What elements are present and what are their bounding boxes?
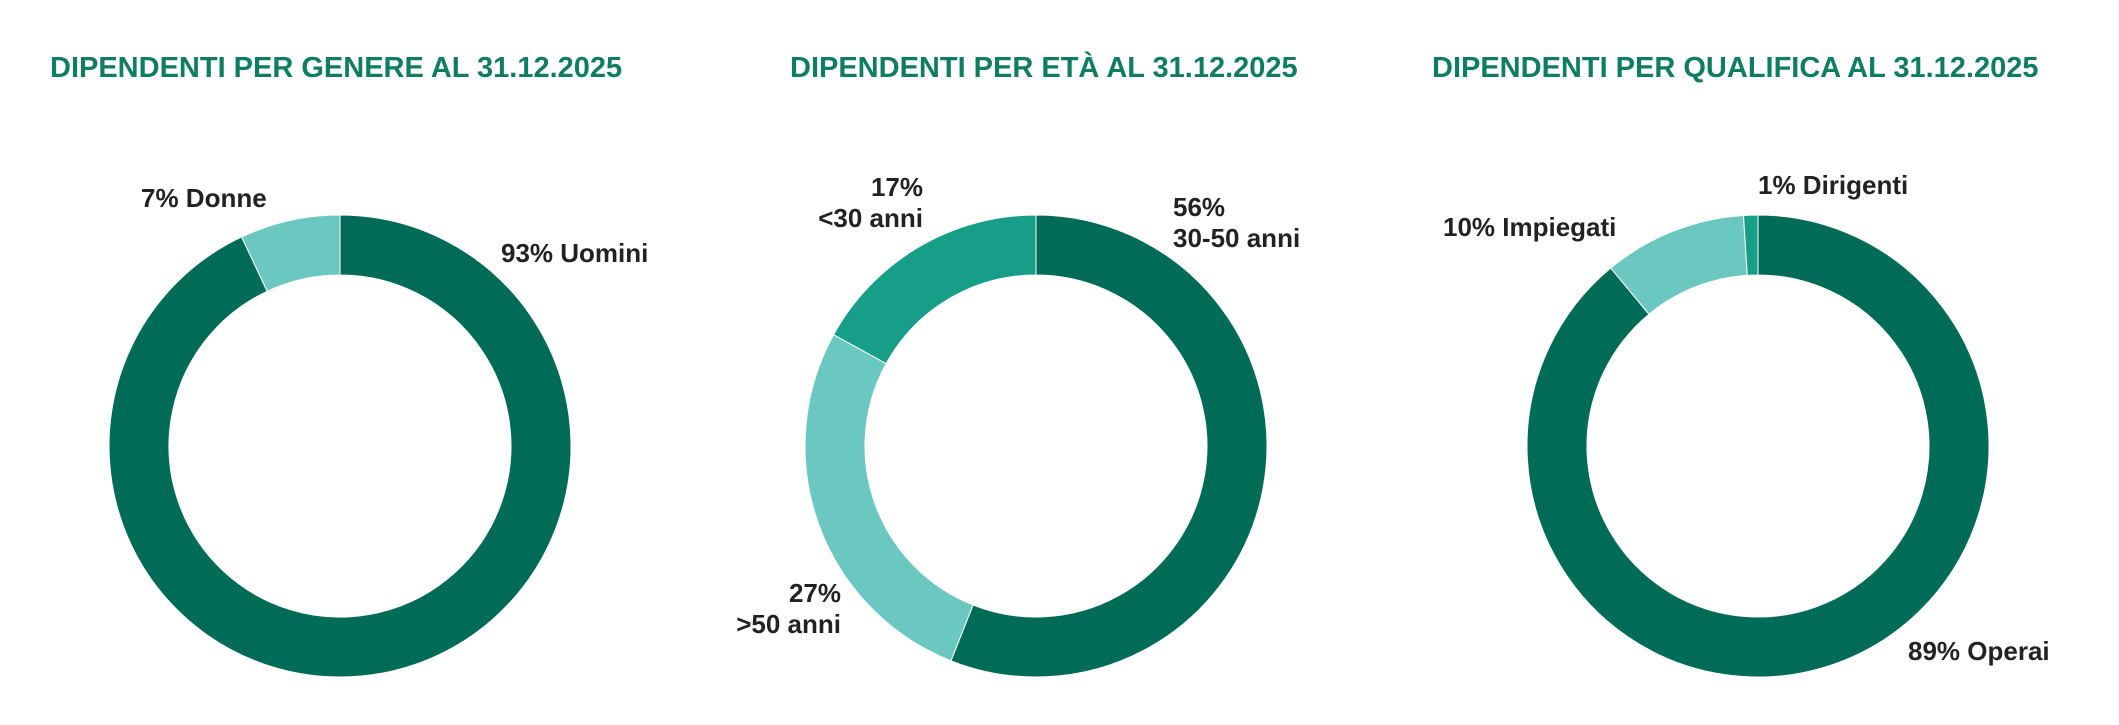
chart-title-age: DIPENDENTI PER ETÀ AL 31.12.2025 [790, 52, 1298, 84]
slice-label-age-30-anni: 17% <30 anni [818, 172, 923, 233]
slice-label-role-operai: 89% Operai [1908, 636, 2050, 666]
slice-label-role-impiegati: 10% Impiegati [1443, 212, 1616, 242]
donut-slice-gender-donne [240, 214, 341, 292]
donut-slice-role-dirigenti [1742, 214, 1759, 276]
chart-title-role: DIPENDENTI PER QUALIFICA AL 31.12.2025 [1432, 52, 2039, 84]
slice-label-age-30-50-anni: 56% 30-50 anni [1173, 192, 1300, 253]
donut-slice-gender-uomini [108, 214, 572, 678]
donut-slice-role-operai [1526, 214, 1990, 678]
slice-label-role-dirigenti: 1% Dirigenti [1758, 170, 1908, 200]
donut-slice-age-30-anni [832, 214, 1037, 365]
donut-slice-age-30-50-anni [950, 214, 1268, 678]
slice-label-age-50-anni: 27% >50 anni [736, 578, 841, 639]
chart-title-gender: DIPENDENTI PER GENERE AL 31.12.2025 [50, 52, 623, 84]
slice-label-gender-uomini: 93% Uomini [501, 238, 648, 268]
slice-label-gender-donne: 7% Donne [141, 183, 267, 213]
